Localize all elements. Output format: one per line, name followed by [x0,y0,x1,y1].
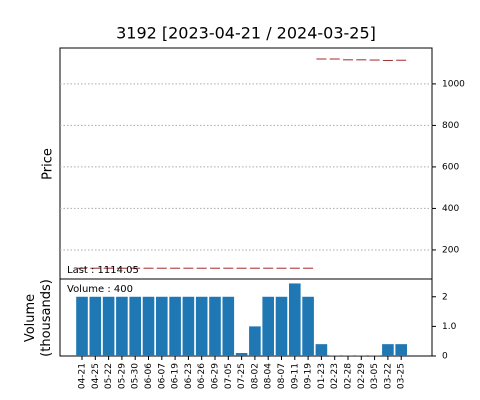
x-tick-label: 08-02 [250,363,260,389]
x-tick-label: 03-05 [370,363,380,389]
x-tick-label: 06-06 [144,363,154,389]
price-frame [59,47,433,280]
x-tick-label: 08-04 [264,363,274,389]
x-tick-label: 05-22 [104,363,114,389]
volume-bar [89,296,102,356]
x-tick-label: 09-19 [304,363,314,389]
volume-bar [102,296,115,356]
volume-bar [262,296,274,356]
x-tick-label: 03-22 [383,363,393,389]
volume-annotation: Volume : 400 [67,284,133,295]
x-tick-label: 06-19 [171,363,181,389]
volume-bar [129,296,141,356]
x-tick-label: 05-30 [131,363,141,389]
x-tick-label: 02-23 [330,363,340,389]
x-tick-label: 06-23 [184,363,194,389]
volume-bar [275,296,288,356]
x-tick-label: 05-29 [117,363,127,389]
volume-bar [235,353,248,356]
x-tick-label: 06-29 [211,363,221,389]
volume-bar [182,296,195,356]
volume-bar [156,296,168,356]
x-tick-label: 06-07 [157,363,167,389]
volume-bar [222,296,235,356]
volume-bar [315,344,328,356]
y-tick-label: 400 [442,204,459,214]
volume-bar [249,326,261,356]
y-tick-label: 800 [442,121,459,131]
volume-bar [142,296,155,356]
volume-bar [169,296,181,356]
y-axis-label: Volume(thousands) [23,279,54,357]
chart-title: 3192 [2023-04-21 / 2024-03-25] [116,24,376,43]
x-tick-label: 08-07 [277,363,287,389]
volume-bar [289,283,301,356]
x-tick-label: 04-25 [91,363,101,389]
volume-bar [209,296,221,356]
volume-bar [302,296,314,356]
x-tick-label: 03-25 [397,363,407,389]
x-tick-label: 02-29 [357,363,367,389]
volume-bar [195,296,208,356]
y-tick-label: 600 [442,162,459,172]
volume-bar [395,344,407,356]
x-tick-label: 07-25 [237,363,247,389]
volume-bar [76,296,88,356]
volume-bar [116,296,128,356]
x-tick-label: 02-28 [344,363,354,389]
y-tick-label: 2 [442,292,448,302]
volume-bar [328,355,341,356]
price-annotation: Last : 1114.05 [67,265,139,276]
volume-bar [355,355,368,356]
x-tick-label: 06-26 [197,363,207,389]
volume-bar [342,355,354,356]
y-axis-label: Price [41,148,56,180]
y-tick-label: 200 [442,245,459,255]
volume-bar [368,355,381,356]
y-tick-label: 0 [442,352,448,362]
volume-bar [382,344,394,356]
x-tick-label: 01-23 [317,363,327,389]
x-tick-label: 04-21 [78,363,88,389]
y-tick-label: 1000 [442,79,465,89]
y-tick-label: 1.0 [442,322,457,332]
x-tick-label: 07-05 [224,363,234,389]
x-tick-label: 09-11 [290,363,300,389]
